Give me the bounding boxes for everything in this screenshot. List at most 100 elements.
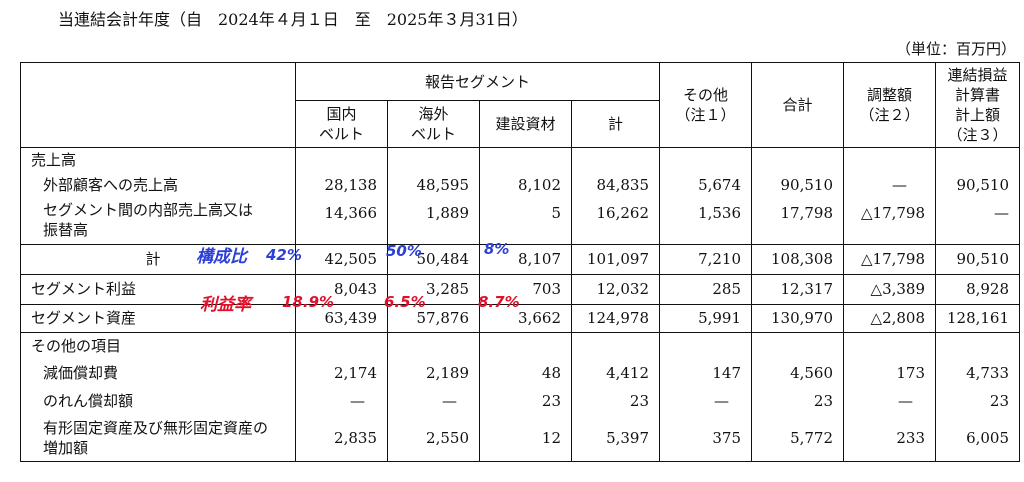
header-blank <box>20 62 296 148</box>
header-consolidated-text: 連結損益 計算書 計上額 （注３） <box>947 66 1008 144</box>
annotation-composition-domestic: 42% <box>266 246 302 264</box>
row-label: 外部顧客への売上高 <box>20 172 296 198</box>
row-label: 計 <box>20 243 296 275</box>
cell: 108,308 <box>751 243 845 275</box>
cell: 12,032 <box>570 273 661 305</box>
cell: 14,366 <box>295 198 388 244</box>
row-label: セグメント間の内部売上高又は振替高 <box>20 198 296 244</box>
cell: 50,484 <box>387 243 480 275</box>
cell: — <box>659 387 753 415</box>
period-title: 当連結会計年度（自 2024年４月１日 至 2025年３月31日） <box>58 10 528 29</box>
cell: 48,595 <box>387 172 480 198</box>
header-construction: 建設資材 <box>479 100 572 148</box>
cell: — <box>843 172 937 198</box>
annotation-margin-label: 利益率 <box>200 295 251 315</box>
cell: 3,662 <box>479 303 572 333</box>
header-total: 合計 <box>751 62 845 148</box>
cell: △3,389 <box>843 273 937 305</box>
cell: △17,798 <box>843 243 937 275</box>
header-adjustment-text: 調整額 （注２） <box>859 86 920 124</box>
cell: 57,876 <box>387 303 480 333</box>
cell: △17,798 <box>843 198 937 244</box>
row-label-other-items: その他の項目 <box>20 332 296 359</box>
cell: 90,510 <box>751 172 845 198</box>
cell: 8,928 <box>935 273 1021 305</box>
row-capex: 有形固定資産及び無形固定資産の増加額 2,835 2,550 12 5,397 … <box>20 415 1021 462</box>
cell: 4,560 <box>751 359 845 387</box>
row-label-sales: 売上高 <box>20 147 296 172</box>
cell: 101,097 <box>570 243 661 275</box>
row-segment-assets: セグメント資産 63,439 57,876 3,662 124,978 5,99… <box>20 303 1021 333</box>
cell: 5 <box>479 198 572 244</box>
cell: 5,991 <box>659 303 753 333</box>
cell: — <box>387 387 480 415</box>
cell: 2,550 <box>387 415 480 462</box>
annotation-margin-overseas: 6.5% <box>384 293 426 311</box>
cell: 5,772 <box>751 415 845 462</box>
row-label: セグメント利益 <box>20 273 296 305</box>
cell: 285 <box>659 273 753 305</box>
row-external-sales: 外部顧客への売上高 28,138 48,595 8,102 84,835 5,6… <box>20 172 1021 198</box>
header-overseas-belt: 海外 ベルト <box>387 100 480 148</box>
header-subtotal: 計 <box>570 100 661 148</box>
annotation-margin-construction: 8.7% <box>478 293 520 311</box>
cell: 147 <box>659 359 753 387</box>
cell: 48 <box>479 359 572 387</box>
header-domestic-belt: 国内 ベルト <box>295 100 388 148</box>
row-segment-profit: セグメント利益 8,043 3,285 703 12,032 285 12,31… <box>20 273 1021 305</box>
cell: 90,510 <box>935 172 1021 198</box>
annotation-composition-label: 構成比 <box>196 247 247 267</box>
header-overseas-text: 海外 ベルト <box>410 105 456 143</box>
cell: 17,798 <box>751 198 845 244</box>
cell: 1,889 <box>387 198 480 244</box>
cell: 4,412 <box>570 359 661 387</box>
cell: △2,808 <box>843 303 937 333</box>
cell: 84,835 <box>570 172 661 198</box>
cell: 375 <box>659 415 753 462</box>
header-other: その他 （注１） <box>659 62 753 148</box>
cell: 4,733 <box>935 359 1021 387</box>
cell: 128,161 <box>935 303 1021 333</box>
header-reported-segments: 報告セグメント <box>294 62 661 101</box>
row-goodwill: のれん償却額 — — 23 23 — 23 — 23 <box>20 387 1021 415</box>
cell: 2,835 <box>295 415 388 462</box>
segment-table: 報告セグメント その他 （注１） 合計 調整額 （注２） 連結損益 計算書 計上… <box>20 62 1021 462</box>
cell: 42,505 <box>295 243 388 275</box>
cell: 7,210 <box>659 243 753 275</box>
cell: 233 <box>843 415 937 462</box>
cell: 12 <box>479 415 572 462</box>
cell: 12,317 <box>751 273 845 305</box>
cell: 2,174 <box>295 359 388 387</box>
cell: — <box>295 387 388 415</box>
cell: 3,285 <box>387 273 480 305</box>
cell: 8,107 <box>479 243 572 275</box>
header-adjustment: 調整額 （注２） <box>843 62 937 148</box>
cell: 8,102 <box>479 172 572 198</box>
header-domestic-text: 国内 ベルト <box>318 105 364 143</box>
cell: 6,005 <box>935 415 1021 462</box>
cell: 23 <box>570 387 661 415</box>
cell: 23 <box>479 387 572 415</box>
header-consolidated: 連結損益 計算書 計上額 （注３） <box>935 62 1021 148</box>
annotation-composition-overseas: 50% <box>386 242 422 260</box>
cell: 173 <box>843 359 937 387</box>
cell: 90,510 <box>935 243 1021 275</box>
annotation-margin-domestic: 18.9% <box>282 293 335 311</box>
row-label: セグメント資産 <box>20 303 296 333</box>
row-total: 計 42,505 50,484 8,107 101,097 7,210 108,… <box>20 243 1021 275</box>
row-label: 有形固定資産及び無形固定資産の増加額 <box>20 415 296 462</box>
cell: 2,189 <box>387 359 480 387</box>
header-other-text: その他 （注１） <box>675 86 736 124</box>
row-depreciation: 減価償却費 2,174 2,189 48 4,412 147 4,560 173… <box>20 359 1021 387</box>
row-intersegment: セグメント間の内部売上高又は振替高 14,366 1,889 5 16,262 … <box>20 198 1021 244</box>
cell: 16,262 <box>570 198 661 244</box>
row-label: 減価償却費 <box>20 359 296 387</box>
cell: 1,536 <box>659 198 753 244</box>
cell: 124,978 <box>570 303 661 333</box>
row-label: のれん償却額 <box>20 387 296 415</box>
cell: 5,674 <box>659 172 753 198</box>
cell: 23 <box>751 387 845 415</box>
unit-label: （単位：百万円） <box>895 40 1016 58</box>
cell: 5,397 <box>570 415 661 462</box>
cell: 23 <box>935 387 1021 415</box>
